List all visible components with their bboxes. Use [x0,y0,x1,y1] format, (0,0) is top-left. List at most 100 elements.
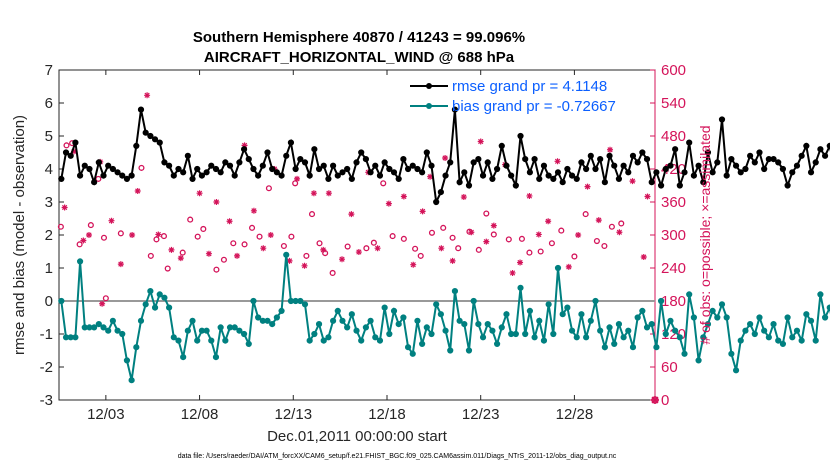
bias-point [643,324,651,331]
bias-point [105,327,112,334]
chart-subtitle: AIRCRAFT_HORIZONTAL_WIND @ 688 hPa [204,49,515,66]
rmse-point [339,169,346,176]
bias-point [58,297,65,305]
obs-possible-marker [601,242,608,250]
bias-point [761,327,768,334]
bias-point [493,340,501,347]
bias-point [184,327,191,334]
bias-point [676,334,683,341]
bias-point [503,311,510,318]
rmse-point [217,169,224,176]
rmse-point [245,156,252,163]
bias-point [330,317,337,324]
bias-point [128,377,135,384]
obs-possible-marker [102,295,109,302]
obs-assimilated-marker [535,231,542,238]
rmse-point [123,175,131,182]
rmse-point [770,156,777,163]
bias-point [390,307,398,314]
obs-assimilated-marker [616,229,623,236]
obs-assimilated-marker [477,138,484,145]
bias-point [798,337,805,344]
bias-point [470,297,477,305]
bias-point [629,344,637,351]
obs-assimilated-marker [385,200,392,207]
bias-point [597,327,604,334]
rmse-point [667,162,674,169]
obs-possible-marker [363,245,370,252]
rmse-point [400,156,407,163]
obs-possible-marker [329,269,336,277]
obs-possible-marker [400,235,407,242]
bias-point [793,327,801,334]
bias-point [803,311,810,318]
obs-possible-marker [608,223,615,230]
rmse-point [709,169,716,176]
y2-tick-label: 420 [661,161,686,178]
plot-area [58,69,656,401]
rmse-point [550,175,557,182]
bias-point [747,321,754,328]
rmse-point [737,169,744,176]
bias-point [479,334,487,341]
bias-point [278,307,285,314]
bias-point [166,304,173,311]
obs-possible-marker [303,252,310,259]
obs-assimilated-marker [205,250,212,257]
bias-point [592,297,599,305]
rmse-point [133,142,140,149]
rmse-point [704,149,712,156]
obs-assimilated-marker [460,194,467,201]
x-tick-label: 12/28 [556,406,594,423]
y2-tick-label: 60 [661,359,678,376]
x-tick-label: 12/23 [462,406,500,423]
obs-possible-marker [455,245,462,252]
bias-point [437,311,444,318]
bias-point [639,307,646,314]
obs-possible-marker [265,185,272,192]
obs-assimilated-marker [117,261,124,268]
bias-point [812,337,819,344]
rmse-point [686,139,693,146]
rmse-point [714,159,721,166]
bias-point [301,301,309,308]
obs-assimilated-marker [61,204,68,211]
bias-point [718,301,726,308]
rmse-point [306,172,313,179]
rmse-point [76,172,84,179]
bias-point [222,337,229,344]
bias-point [732,367,740,374]
obs-possible-marker [571,253,578,260]
bias-point [273,314,280,321]
obs-assimilated-marker [196,190,203,197]
rmse-point [657,182,665,189]
bias-point [255,314,262,321]
x-axis-label: Dec.01,2011 00:00:00 start [267,428,448,445]
bias-point [667,317,674,324]
legend-marker [426,83,432,89]
bias-point [737,337,744,344]
legend-marker [426,103,432,109]
x-tick-label: 12/13 [275,406,313,423]
rmse-point [784,182,791,189]
rmse-point [634,159,641,166]
rmse-point [222,159,229,166]
bias-point [817,291,824,298]
rmse-point [676,182,683,189]
bias-point [578,311,585,318]
rmse-point [311,146,318,153]
bias-point [76,258,84,265]
bias-point [751,330,758,338]
rmse-point [568,172,576,179]
obs-assimilated-marker [651,396,659,404]
obs-assimilated-marker [410,261,417,268]
bias-point [372,334,379,341]
rmse-point [105,162,112,169]
bias-point [789,334,796,341]
bias-point [550,330,557,338]
rmse-point [236,159,243,166]
bias-point [742,327,749,334]
chart-title: Southern Hemisphere 40870 / 41243 = 99.0… [193,29,525,46]
obs-possible-marker [160,233,168,240]
obs-possible-marker [389,233,396,240]
